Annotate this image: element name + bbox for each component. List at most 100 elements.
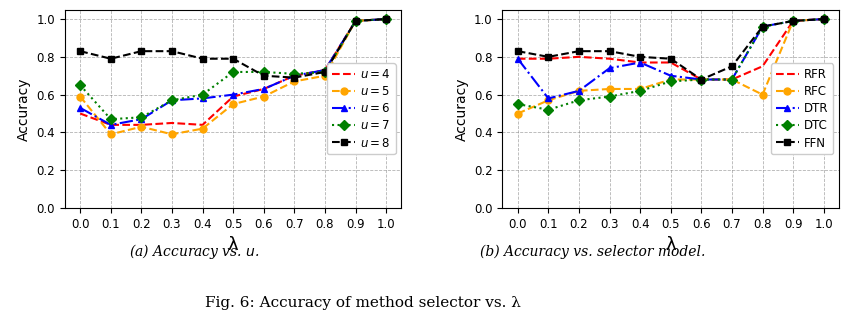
$u = 6$	[228, 93, 239, 97]
DTR	[513, 57, 523, 61]
$u = 6$	[320, 68, 330, 72]
Line: DTR: DTR	[515, 16, 827, 102]
RFC	[543, 98, 554, 102]
$u = 4$	[320, 68, 330, 72]
$u = 7$	[136, 116, 146, 119]
$u = 6$	[106, 123, 116, 127]
$u = 6$	[350, 19, 361, 23]
$u = 5$	[228, 102, 239, 106]
RFR	[635, 60, 645, 64]
$u = 8$	[320, 70, 330, 74]
$u = 7$	[320, 70, 330, 74]
$u = 5$	[289, 79, 299, 83]
Line: $u = 7$: $u = 7$	[77, 16, 389, 123]
$u = 6$	[259, 87, 269, 91]
$u = 5$	[167, 132, 177, 136]
DTR	[573, 89, 584, 93]
$u = 6$	[289, 74, 299, 78]
DTC	[635, 89, 645, 93]
DTR	[605, 66, 615, 70]
RFC	[758, 93, 768, 97]
X-axis label: λ: λ	[665, 236, 676, 254]
DTR	[758, 25, 768, 28]
$u = 5$	[259, 95, 269, 99]
RFC	[727, 77, 737, 81]
$u = 8$	[197, 57, 208, 61]
$u = 7$	[167, 98, 177, 102]
Line: $u = 5$: $u = 5$	[77, 16, 389, 138]
RFR	[543, 57, 554, 61]
Line: $u = 6$: $u = 6$	[77, 16, 389, 128]
DTR	[543, 97, 554, 100]
RFR	[573, 55, 584, 59]
$u = 4$	[381, 17, 391, 21]
DTC	[696, 77, 707, 81]
DTC	[758, 25, 768, 28]
$u = 4$	[350, 19, 361, 23]
Line: FFN: FFN	[515, 16, 827, 83]
RFC	[665, 77, 676, 81]
$u = 4$	[136, 123, 146, 127]
Line: RFC: RFC	[515, 16, 827, 117]
$u = 7$	[259, 70, 269, 74]
$u = 7$	[197, 93, 208, 97]
$u = 7$	[350, 19, 361, 23]
RFC	[605, 87, 615, 91]
DTR	[696, 77, 707, 81]
RFC	[573, 89, 584, 93]
RFR	[818, 17, 829, 21]
$u = 4$	[75, 112, 86, 116]
DTR	[727, 77, 737, 81]
RFC	[635, 87, 645, 91]
$u = 4$	[106, 123, 116, 127]
FFN	[696, 77, 707, 81]
$u = 8$	[259, 74, 269, 78]
$u = 6$	[197, 97, 208, 100]
FFN	[727, 64, 737, 68]
$u = 4$	[167, 121, 177, 125]
$u = 8$	[350, 19, 361, 23]
DTR	[788, 19, 798, 23]
$u = 7$	[228, 70, 239, 74]
$u = 8$	[167, 49, 177, 53]
$u = 7$	[106, 117, 116, 121]
$u = 4$	[197, 123, 208, 127]
$u = 8$	[106, 57, 116, 61]
$u = 8$	[75, 49, 86, 53]
FFN	[635, 55, 645, 59]
$u = 5$	[381, 17, 391, 21]
DTC	[543, 108, 554, 112]
$u = 5$	[106, 132, 116, 136]
$u = 8$	[136, 49, 146, 53]
$u = 6$	[167, 98, 177, 102]
Y-axis label: Accuracy: Accuracy	[17, 77, 31, 140]
DTC	[818, 17, 829, 21]
DTC	[665, 79, 676, 83]
Text: (a) Accuracy vs. $u$.: (a) Accuracy vs. $u$.	[129, 242, 260, 261]
RFR	[665, 60, 676, 64]
Legend: RFR, RFC, DTR, DTC, FFN: RFR, RFC, DTR, DTC, FFN	[771, 63, 833, 154]
Y-axis label: Accuracy: Accuracy	[454, 77, 469, 140]
RFR	[727, 77, 737, 81]
RFR	[696, 77, 707, 81]
Line: RFR: RFR	[518, 19, 823, 79]
$u = 4$	[289, 74, 299, 78]
FFN	[818, 17, 829, 21]
RFC	[696, 77, 707, 81]
$u = 8$	[381, 17, 391, 21]
RFC	[788, 19, 798, 23]
$u = 6$	[381, 17, 391, 21]
$u = 8$	[228, 57, 239, 61]
$u = 7$	[75, 83, 86, 87]
FFN	[573, 49, 584, 53]
Text: (b) Accuracy vs. selector model.: (b) Accuracy vs. selector model.	[480, 244, 705, 259]
DTC	[788, 19, 798, 23]
$u = 7$	[381, 17, 391, 21]
Line: $u = 4$: $u = 4$	[80, 19, 386, 125]
DTC	[727, 77, 737, 81]
$u = 5$	[136, 125, 146, 129]
$u = 6$	[136, 117, 146, 121]
FFN	[513, 49, 523, 53]
FFN	[665, 57, 676, 61]
$u = 4$	[259, 87, 269, 91]
